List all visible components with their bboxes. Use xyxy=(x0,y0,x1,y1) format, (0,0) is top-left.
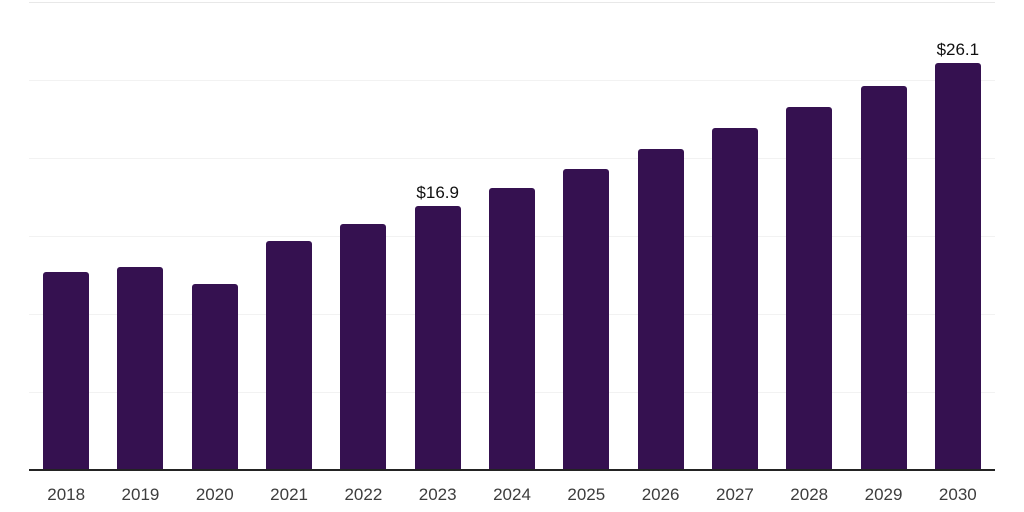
x-axis-line xyxy=(29,469,995,471)
gridline-y-20 xyxy=(29,158,995,159)
value-label-2023: $16.9 xyxy=(416,183,459,203)
bar-2028[interactable] xyxy=(786,106,833,470)
x-tick-2025: 2025 xyxy=(567,485,606,504)
gridline-y-25 xyxy=(29,80,995,81)
bar-2019[interactable] xyxy=(117,267,164,470)
bar-2022[interactable] xyxy=(340,223,387,470)
bar-2018[interactable] xyxy=(43,271,90,470)
bar-2030[interactable] xyxy=(934,62,981,470)
bar-2025[interactable] xyxy=(563,168,610,470)
x-tick-2022: 2022 xyxy=(344,485,383,504)
x-tick-2021: 2021 xyxy=(270,485,308,504)
x-tick-2023: 2023 xyxy=(418,485,457,504)
gridline-y-30 xyxy=(29,2,995,3)
bar-2027[interactable] xyxy=(711,128,758,470)
bar-2023[interactable] xyxy=(414,206,461,470)
bar-2029[interactable] xyxy=(860,86,907,470)
x-tick-2027: 2027 xyxy=(716,485,754,504)
bar-2024[interactable] xyxy=(489,187,535,470)
bar-2020[interactable] xyxy=(191,284,238,470)
x-tick-2026: 2026 xyxy=(641,485,680,504)
x-tick-2030: 2030 xyxy=(938,485,977,504)
x-tick-2018: 2018 xyxy=(47,485,86,504)
bar-2026[interactable] xyxy=(637,148,684,470)
x-tick-2029: 2029 xyxy=(864,485,903,504)
x-tick-2020: 2020 xyxy=(195,485,234,504)
bar-2021[interactable] xyxy=(266,240,313,470)
x-tick-2028: 2028 xyxy=(790,485,829,504)
x-tick-2024: 2024 xyxy=(493,485,531,504)
value-label-2030: $26.1 xyxy=(936,39,980,59)
x-tick-2019: 2019 xyxy=(121,485,160,504)
